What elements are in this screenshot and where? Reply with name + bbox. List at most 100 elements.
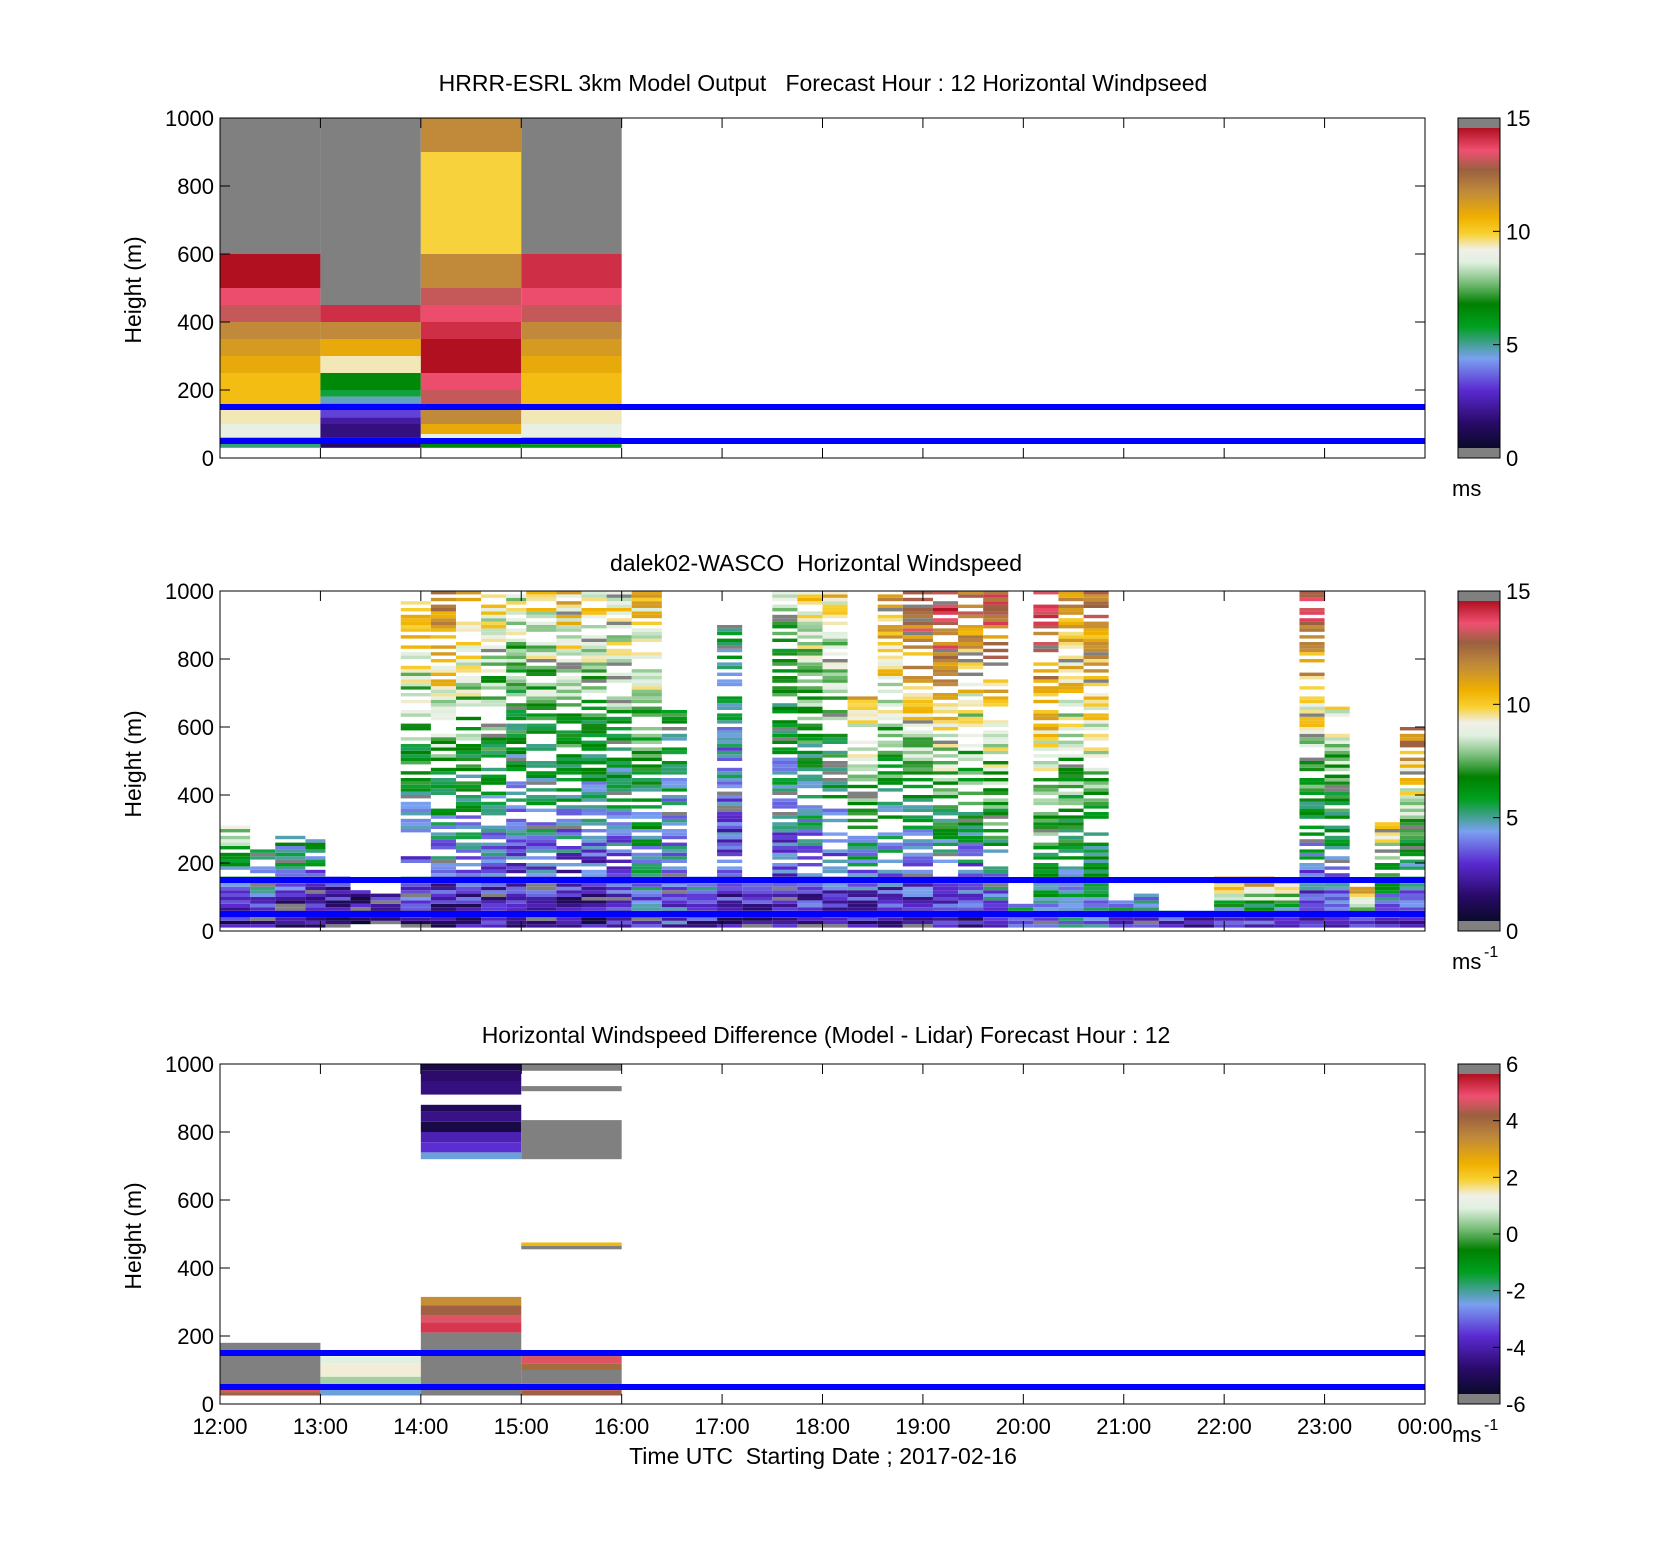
heatmap-cell — [581, 839, 607, 843]
heatmap-cell — [631, 591, 662, 595]
heatmap-cell — [481, 808, 507, 812]
heatmap-cell — [1058, 686, 1084, 690]
heatmap-cell — [1374, 849, 1400, 853]
heatmap-cell — [1299, 648, 1325, 653]
heatmap-cell — [1349, 907, 1375, 911]
heatmap-cell — [1033, 716, 1059, 721]
heatmap-cell — [430, 873, 456, 877]
heatmap-cell — [983, 662, 1009, 666]
heatmap-cell — [877, 771, 903, 775]
heatmap-cell — [1033, 693, 1059, 697]
heatmap-cell — [797, 703, 823, 707]
heatmap-cell — [1033, 798, 1059, 802]
heatmap-cell — [932, 890, 959, 894]
heatmap-cell — [932, 822, 959, 826]
heatmap-cell — [902, 665, 933, 670]
heatmap-cell — [742, 924, 773, 928]
heatmap-cell — [481, 866, 507, 870]
heatmap-cell — [717, 825, 743, 829]
heatmap-cell — [1399, 795, 1425, 799]
heatmap-cell — [1324, 710, 1350, 714]
heatmap-cell — [717, 774, 743, 778]
heatmap-cell — [350, 917, 371, 921]
heatmap-cell — [717, 869, 743, 874]
heatmap-cell — [305, 846, 326, 850]
heatmap-cell — [430, 614, 456, 619]
heatmap-cell — [932, 648, 959, 653]
heatmap-cell — [430, 682, 456, 687]
heatmap-cell — [526, 625, 557, 629]
heatmap-cell — [420, 1296, 522, 1306]
heatmap-cell — [661, 733, 687, 738]
heatmap-cell — [1399, 849, 1425, 853]
heatmap-cell — [581, 686, 607, 690]
heatmap-cell — [220, 288, 321, 305]
heatmap-cell — [661, 710, 687, 714]
heatmap-cell — [526, 761, 557, 765]
heatmap-cell — [742, 900, 773, 904]
heatmap-cell — [1399, 815, 1425, 819]
heatmap-cell — [430, 716, 456, 721]
heatmap-cell — [400, 645, 431, 649]
heatmap-cell — [877, 754, 903, 758]
heatmap-cell — [958, 818, 984, 823]
heatmap-cell — [581, 635, 607, 639]
heatmap-cell — [1083, 805, 1109, 809]
heatmap-cell — [275, 920, 306, 925]
heatmap-cell — [1324, 890, 1350, 894]
heatmap-cell — [822, 635, 848, 639]
heatmap-cell — [430, 866, 456, 870]
heatmap-cell — [370, 920, 401, 925]
heatmap-cell — [902, 907, 933, 911]
heatmap-cell — [606, 727, 632, 731]
heatmap-cell — [661, 818, 687, 823]
heatmap-cell — [420, 441, 522, 448]
heatmap-cell — [958, 890, 984, 894]
heatmap-cell — [1374, 856, 1400, 860]
heatmap-cell — [1033, 611, 1059, 615]
heatmap-cell — [1083, 733, 1109, 738]
heatmap-cell — [521, 1242, 622, 1246]
colorbar-unit-exponent: -1 — [1484, 944, 1498, 961]
heatmap-cell — [400, 679, 431, 683]
heatmap-cell — [631, 869, 662, 874]
heatmap-cell — [1214, 897, 1245, 901]
heatmap-cell — [1399, 890, 1425, 894]
heatmap-cell — [1058, 740, 1084, 744]
heatmap-cell — [1083, 727, 1109, 731]
heatmap-cell — [797, 601, 823, 605]
heatmap-cell — [350, 920, 371, 925]
heatmap-cell — [661, 737, 687, 741]
heatmap-cell — [902, 829, 933, 833]
heatmap-cell — [877, 740, 903, 744]
heatmap-cell — [506, 808, 527, 812]
heatmap-cell — [958, 665, 984, 670]
heatmap-cell — [455, 903, 482, 908]
heatmap-cell — [430, 822, 456, 826]
heatmap-cell — [1083, 662, 1109, 666]
heatmap-cell — [847, 757, 878, 761]
heatmap-cell — [772, 662, 798, 666]
heatmap-cell — [877, 713, 903, 717]
heatmap-cell — [797, 808, 823, 812]
heatmap-cell — [581, 716, 607, 721]
x-tick-label: 14:00 — [393, 1414, 448, 1439]
heatmap-cell — [526, 693, 557, 697]
heatmap-cell — [717, 791, 743, 795]
heatmap-cell — [1033, 842, 1059, 846]
heatmap-cell — [581, 689, 607, 693]
heatmap-cell — [430, 781, 456, 785]
heatmap-cell — [1374, 883, 1400, 887]
y-tick-label: 1000 — [165, 1052, 214, 1077]
x-tick-label: 17:00 — [695, 1414, 750, 1439]
colorbar-overflow — [1458, 591, 1500, 601]
heatmap-cell — [1299, 886, 1325, 891]
heatmap-cell — [1033, 767, 1059, 772]
heatmap-cell — [1299, 642, 1325, 646]
heatmap-cell — [1299, 903, 1325, 908]
heatmap-cell — [902, 890, 933, 894]
heatmap-cell — [631, 710, 662, 714]
heatmap-cell — [902, 900, 933, 904]
